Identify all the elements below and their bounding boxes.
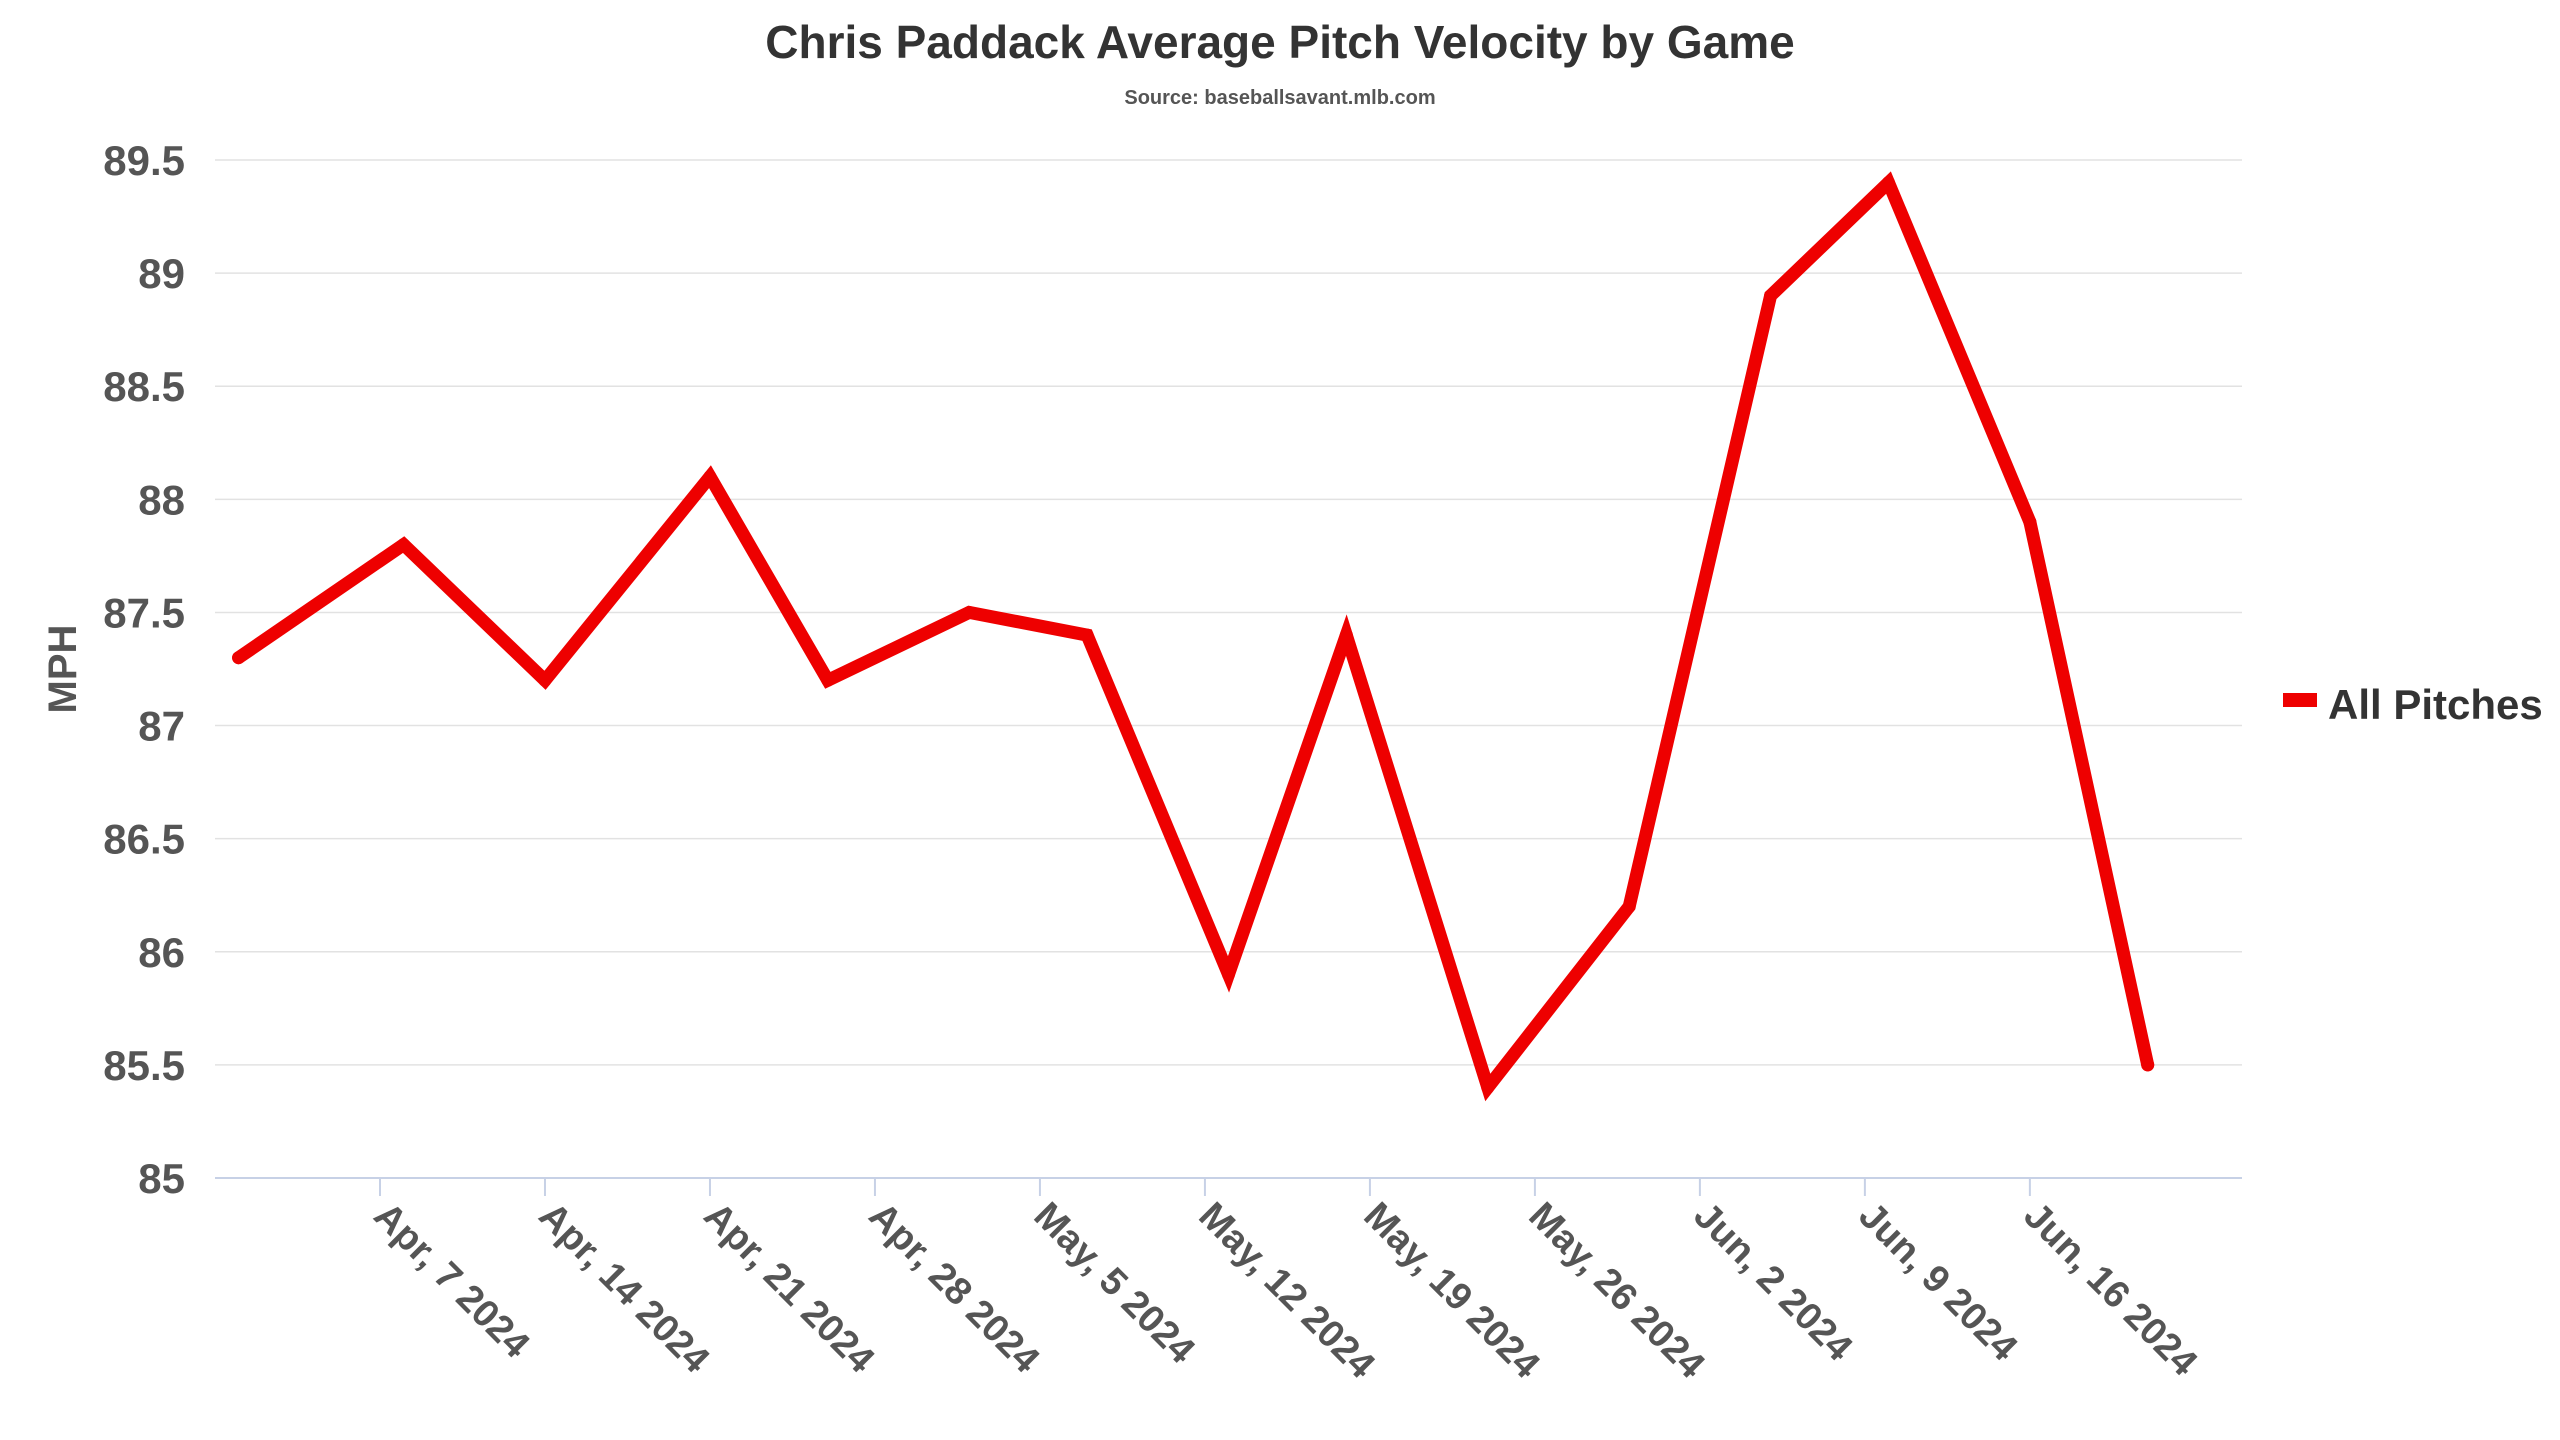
- y-tick-label: 89: [138, 250, 185, 297]
- data-point: [703, 470, 717, 484]
- legend[interactable]: All Pitches: [2283, 681, 2543, 728]
- y-tick-label: 88: [138, 476, 185, 523]
- data-point: [1339, 628, 1353, 642]
- x-tick-label: Apr, 21 2024: [696, 1195, 883, 1382]
- gridlines: [215, 159, 2242, 1066]
- data-point: [1481, 1081, 1495, 1095]
- y-axis-ticks: 85 85.5 86 86.5 87 87.5 88 88.5 89 89.5: [103, 137, 185, 1202]
- legend-label: All Pitches: [2328, 681, 2543, 728]
- x-tick-label: Apr, 7 2024: [366, 1195, 538, 1367]
- y-tick-label: 87: [138, 703, 185, 750]
- data-point: [2023, 515, 2037, 529]
- y-tick-label: 89.5: [103, 137, 185, 184]
- x-tick-label: May, 26 2024: [1521, 1195, 1713, 1387]
- y-tick-label: 85: [138, 1155, 185, 1202]
- legend-item[interactable]: All Pitches: [2283, 681, 2543, 728]
- data-point: [2141, 1058, 2155, 1072]
- series-layer: [232, 171, 2155, 1102]
- x-tick-label: May, 19 2024: [1356, 1195, 1548, 1387]
- data-point: [538, 673, 552, 687]
- x-tick-label: Jun, 9 2024: [1851, 1195, 2026, 1370]
- y-tick-label: 86.5: [103, 816, 185, 863]
- data-point: [821, 673, 835, 687]
- y-tick-label: 86: [138, 929, 185, 976]
- data-point: [1881, 176, 1895, 190]
- data-point: [397, 538, 411, 552]
- data-point: [1622, 900, 1636, 914]
- data-point: [1080, 628, 1094, 642]
- data-point: [232, 651, 246, 665]
- y-tick-label: 87.5: [103, 589, 185, 636]
- x-tick-label: Jun, 16 2024: [2016, 1195, 2206, 1385]
- x-tick-label: Apr, 14 2024: [531, 1195, 718, 1382]
- x-tick-label: May, 5 2024: [1026, 1195, 1203, 1372]
- y-tick-label: 88.5: [103, 363, 185, 410]
- legend-swatch: [2283, 693, 2317, 707]
- data-point: [962, 605, 976, 619]
- x-tick-label: May, 12 2024: [1191, 1195, 1383, 1387]
- x-tick-label: Apr, 28 2024: [861, 1195, 1048, 1382]
- y-axis-label: MPH: [41, 625, 85, 714]
- chart-subtitle: Source: baseballsavant.mlb.com: [1124, 87, 1435, 109]
- chart-title: Chris Paddack Average Pitch Velocity by …: [765, 16, 1794, 68]
- data-point: [1222, 967, 1235, 981]
- data-point: [1764, 289, 1778, 303]
- x-tick-label: Jun, 2 2024: [1686, 1195, 1861, 1370]
- y-tick-label: 85.5: [103, 1042, 185, 1089]
